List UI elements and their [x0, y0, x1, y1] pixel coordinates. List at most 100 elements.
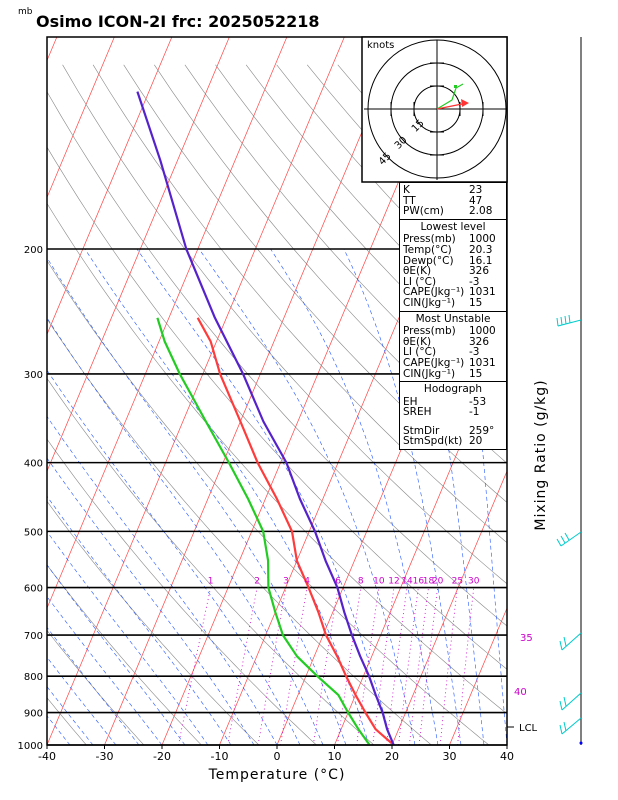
x-tick-label: 30: [443, 750, 457, 763]
moist-adiabat-line: [47, 626, 140, 745]
surface-wind-dot: [579, 741, 583, 745]
stat-row: Dewp(°C) 16.1: [403, 254, 493, 267]
stat-row: Press(mb) 1000: [403, 233, 496, 246]
mixing-ratio-label: 1: [208, 577, 214, 587]
moist-adiabat-line: [47, 715, 71, 745]
pressure-tick-label: 700: [24, 631, 43, 642]
isotherm-line: [47, 37, 230, 473]
dry-adiabat-line: [154, 64, 507, 464]
mixing-ratio-label: 8: [358, 577, 364, 587]
dry-adiabat-line: [47, 629, 145, 745]
stat-row: LI (°C) -3: [403, 346, 480, 359]
moist-adiabat-line: [47, 457, 255, 745]
mixing-ratio-label: 14: [401, 577, 413, 587]
parcel-profile: [136, 91, 395, 745]
mixing-ratio-label: 6: [335, 577, 341, 587]
section-title: Most Unstable: [415, 312, 491, 325]
dry-adiabat-line: [47, 500, 260, 745]
dry-adiabat-line: [47, 377, 375, 745]
mixing-ratio-line: [257, 587, 287, 745]
wind-barbs: [556, 314, 583, 745]
stats-hodograph: Hodograph EH -53 SREH -1 StmDir 259° StmSpd…: [399, 382, 507, 451]
wind-barb: [559, 692, 582, 711]
isotherm-line: [47, 37, 173, 336]
mixing-ratio-label: 12: [388, 577, 399, 587]
stat-row: PW(cm) 2.08: [403, 205, 493, 218]
mixing-ratio-line: [280, 587, 308, 745]
sounding-profiles: [136, 91, 395, 745]
stat-row: θE(K) 326: [403, 335, 490, 348]
dewpoint-profile: [156, 317, 371, 745]
mixing-ratio-label: 16: [413, 577, 425, 587]
mixing-ratio-label: 3: [283, 577, 289, 587]
dry-adiabat-line: [47, 146, 507, 670]
mixing-ratio-line: [418, 587, 439, 745]
dry-adiabat-line: [62, 64, 507, 585]
mixing-ratio-label: 10: [373, 577, 385, 587]
moist-adiabat-line: [47, 369, 301, 745]
moist-adiabat-line: [47, 656, 117, 745]
moist-adiabat-line: [47, 415, 278, 745]
stat-row: SREH -1: [403, 406, 480, 419]
isotherm-line: [449, 607, 507, 745]
mixing-ratio-line: [178, 587, 211, 745]
hodograph-trace: [436, 83, 464, 110]
stats-panel: K 23 TT 47 PW(cm) 2.08 Lowest level Press(m…: [399, 182, 507, 451]
section-title: Hodograph: [423, 383, 483, 396]
pressure-tick-label: 400: [24, 459, 43, 470]
moist-adiabat-line: [47, 686, 94, 745]
wind-barb: [556, 531, 582, 547]
mixing-ratio-line: [409, 587, 429, 745]
dry-adiabat-line: [47, 91, 507, 627]
stat-row: CAPE(Jkg⁻¹) 1031: [403, 356, 496, 369]
pressure-tick-label: 200: [24, 245, 43, 256]
hodograph-inset: knots 15 30 45: [361, 36, 508, 183]
pressure-tick-label: 900: [24, 709, 43, 720]
hodo-point: [454, 85, 457, 88]
moist-adiabat-line: [47, 495, 232, 745]
stat-row: StmSpd(kt) 20: [403, 435, 483, 448]
theta-e-label-40: 40: [514, 687, 527, 698]
x-tick-label: -20: [153, 750, 171, 763]
stats-most-unstable: Most Unstable Press(mb) 1000 θE(K) 326 LI …: [399, 311, 507, 383]
wind-barb: [559, 632, 582, 651]
moist-adiabat-line: [47, 564, 186, 745]
pressure-tick-labels: 200 300 400 500 600 700 800 900 1000: [18, 245, 43, 752]
stat-row: CIN(Jkg⁻¹) 15: [403, 367, 483, 380]
x-tick-label: -30: [96, 750, 114, 763]
x-tick-label: 40: [500, 750, 514, 763]
x-tick-label: -10: [211, 750, 229, 763]
moist-adiabat-line: [407, 248, 485, 745]
pressure-tick-label: 500: [24, 527, 43, 538]
mixing-ratio-label: 18: [423, 577, 435, 587]
x-tick-label: -40: [38, 750, 56, 763]
lcl-label: LCL: [519, 723, 538, 734]
hodograph-unit-label: knots: [367, 40, 394, 51]
stat-row: LI (°C) -3: [403, 275, 480, 288]
stat-row: Press(mb) 1000: [403, 325, 496, 338]
mixing-ratio-axis-label: Mixing Ratio (g/kg): [533, 379, 549, 530]
pressure-unit-label: mb: [18, 7, 33, 17]
stat-row: CIN(Jkg⁻¹) 15: [403, 296, 483, 309]
temperature-profile: [196, 317, 395, 745]
isotherm-line: [47, 37, 115, 199]
stat-row: K 23: [403, 184, 483, 196]
x-tick-label: 10: [328, 750, 342, 763]
x-tick-labels: -40 -30 -20 -10 0 10 20 30 40: [38, 745, 514, 763]
pressure-tick-label: 300: [24, 370, 43, 381]
dry-adiabat-line: [47, 260, 490, 745]
stat-row: CAPE(Jkg⁻¹) 1031: [403, 286, 496, 299]
stat-row: StmDir 259°: [403, 424, 495, 437]
storm-motion-arrowhead: [461, 99, 469, 107]
dry-adiabat-line: [123, 64, 507, 503]
dry-adiabat-line: [47, 202, 507, 715]
wind-barb: [556, 314, 582, 327]
isotherm-line: [391, 470, 507, 745]
mixing-ratio-label: 4: [304, 577, 310, 587]
x-tick-label: 20: [385, 750, 399, 763]
stat-row: TT 47: [403, 194, 483, 207]
mixing-ratio-label: 30: [468, 577, 480, 587]
moist-adiabat-line: [136, 248, 393, 745]
